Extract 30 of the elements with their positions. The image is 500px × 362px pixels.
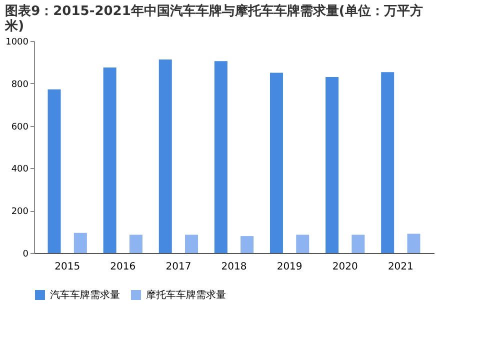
- chart-title: 图表9：2015-2021年中国汽车车牌与摩托车车牌需求量(单位：万平方米): [4, 3, 423, 34]
- x-tick-label: 2016: [110, 262, 136, 272]
- x-tick-label: 2017: [166, 262, 192, 272]
- bar: [129, 234, 142, 253]
- y-tick-label: 600: [11, 122, 29, 132]
- x-tick-label: 2018: [221, 262, 247, 272]
- bar: [158, 59, 172, 253]
- legend-label: 汽车车牌需求量: [50, 289, 120, 301]
- x-tick-label: 2020: [332, 262, 358, 272]
- y-tick-label: 400: [11, 164, 29, 175]
- bar: [103, 68, 116, 253]
- bar: [407, 234, 420, 253]
- bar: [381, 72, 394, 253]
- x-tick-label: 2019: [276, 262, 302, 272]
- bar: [74, 232, 87, 253]
- bar: [240, 236, 254, 253]
- x-tick-label: 2021: [388, 262, 414, 272]
- y-tick-label: 200: [11, 207, 29, 218]
- bar: [48, 89, 61, 253]
- bar: [214, 61, 228, 253]
- bar: [326, 77, 339, 253]
- bar: [296, 234, 310, 253]
- bar: [352, 234, 365, 253]
- x-tick-label: 2015: [54, 262, 80, 272]
- legend-label: 摩托车车牌需求量: [146, 289, 226, 301]
- y-tick-label: 0: [22, 250, 29, 260]
- y-tick-label: 1000: [6, 38, 29, 48]
- bar: [185, 234, 198, 253]
- bar: [270, 72, 283, 253]
- y-tick-label: 800: [11, 80, 29, 90]
